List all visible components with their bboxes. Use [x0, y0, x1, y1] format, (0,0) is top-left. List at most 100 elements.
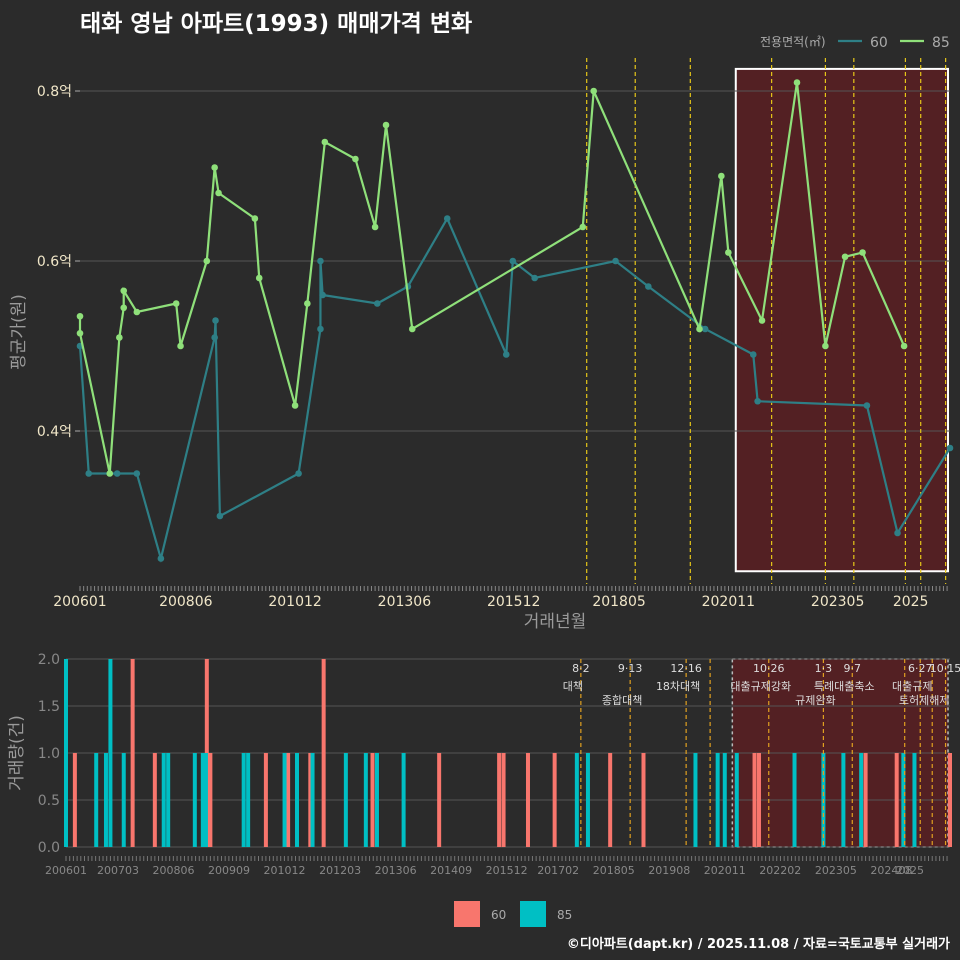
data-point-60	[894, 529, 901, 537]
data-point-85	[579, 223, 587, 231]
bar-60	[263, 753, 268, 847]
policy-label: 18차대책	[656, 680, 700, 693]
bar-85	[161, 753, 166, 847]
data-point-85	[76, 329, 84, 337]
data-point-85	[725, 249, 732, 256]
y-tick-label: 0.6억	[37, 254, 72, 270]
policy-date: 9·13	[618, 662, 643, 675]
bar-85	[841, 753, 846, 847]
y-tick-label: 2.0	[38, 652, 60, 668]
bar-60	[152, 753, 157, 847]
data-point-60	[212, 317, 219, 324]
data-point-85	[590, 87, 597, 95]
bar-60	[552, 753, 557, 847]
data-point-85	[211, 164, 218, 171]
policy-date: 10·26	[753, 662, 785, 675]
data-point-60	[754, 397, 761, 405]
data-point-60	[211, 334, 218, 341]
bar-60	[525, 753, 530, 847]
x-tick-label: 201908	[648, 864, 690, 877]
data-point-60	[531, 274, 538, 282]
data-point-60	[612, 257, 619, 265]
bar-85	[792, 753, 797, 847]
x-tick-label: 200601	[53, 594, 106, 610]
data-point-85	[321, 138, 329, 146]
bar-60	[752, 753, 757, 847]
x-tick-label: 201306	[378, 594, 432, 610]
bar-85	[901, 753, 906, 847]
y-tick-label: 1.0	[38, 746, 60, 762]
data-point-85	[177, 342, 184, 350]
bar-60	[501, 753, 506, 847]
data-point-85	[822, 342, 829, 350]
data-point-85	[696, 325, 703, 333]
bar-85	[64, 659, 68, 847]
x-tick-label: 200601	[45, 864, 87, 877]
x-tick-label: 201012	[268, 594, 321, 610]
policy-label: 토허제해제	[899, 693, 950, 707]
data-point-85	[841, 253, 849, 261]
x-tick-label: 202011	[702, 594, 755, 610]
policy-date: 10·15	[930, 662, 960, 675]
bar-60	[608, 753, 613, 847]
bar-60	[308, 753, 313, 847]
data-point-85	[793, 79, 801, 86]
y-tick-label: 0.0	[38, 840, 60, 856]
x-tick-label: 202305	[815, 864, 857, 877]
bar-85	[912, 753, 917, 847]
data-point-60	[157, 555, 165, 562]
bar-85	[401, 753, 406, 847]
data-point-60	[502, 351, 510, 358]
x-tick-label: 200703	[97, 864, 139, 877]
y-tick-label: 0.4억	[37, 424, 72, 440]
data-point-85	[106, 470, 114, 477]
data-point-85	[251, 215, 259, 222]
data-point-85	[120, 304, 128, 312]
series-line-60	[78, 216, 951, 563]
bar-85	[574, 753, 579, 847]
x-tick-label: 2025	[893, 594, 929, 610]
x-tick-label: 200806	[159, 594, 213, 610]
bar-85	[103, 753, 108, 847]
policy-label: 규제완화	[795, 694, 835, 707]
y-axis-title: 평균가(원)	[9, 294, 29, 370]
data-point-85	[133, 308, 141, 316]
bar-60	[286, 753, 291, 847]
data-point-85	[120, 287, 128, 295]
x-tick-label: 201702	[537, 864, 579, 877]
policy-date: 1·3	[815, 662, 833, 675]
bar-85	[343, 753, 348, 847]
data-point-85	[116, 334, 123, 341]
policy-label: 종합대책	[602, 694, 642, 707]
bar-85	[294, 753, 299, 847]
bar-85	[282, 753, 287, 847]
policy-label: 대출규제	[892, 680, 932, 693]
policy-date: 8·2	[572, 662, 590, 675]
data-point-85	[859, 249, 866, 256]
data-point-85	[203, 257, 211, 265]
bar-85	[310, 753, 315, 847]
bar-60	[321, 659, 326, 847]
x-tick-label: 2025	[896, 864, 924, 877]
data-point-60	[85, 470, 93, 477]
bar-60	[756, 753, 761, 847]
policy-date: 12·16	[670, 662, 702, 675]
bar-85	[108, 659, 113, 847]
data-point-85	[255, 274, 263, 282]
x-tick-label: 201512	[487, 594, 540, 610]
bar-60	[72, 753, 77, 847]
x-tick-label: 201805	[592, 594, 645, 610]
x-tick-label: 202202	[759, 864, 801, 877]
bar-60	[130, 659, 135, 847]
data-point-85	[382, 121, 390, 129]
data-point-85	[900, 342, 908, 350]
legend-label-85: 85	[932, 35, 950, 51]
x-tick-label: 202011	[704, 864, 746, 877]
bar-85	[94, 753, 99, 847]
legend-swatch-60	[454, 901, 480, 927]
x-tick-label: 201012	[264, 864, 306, 877]
data-point-85	[352, 155, 359, 163]
x-tick-label: 200806	[153, 864, 195, 877]
bar-60	[948, 753, 952, 847]
